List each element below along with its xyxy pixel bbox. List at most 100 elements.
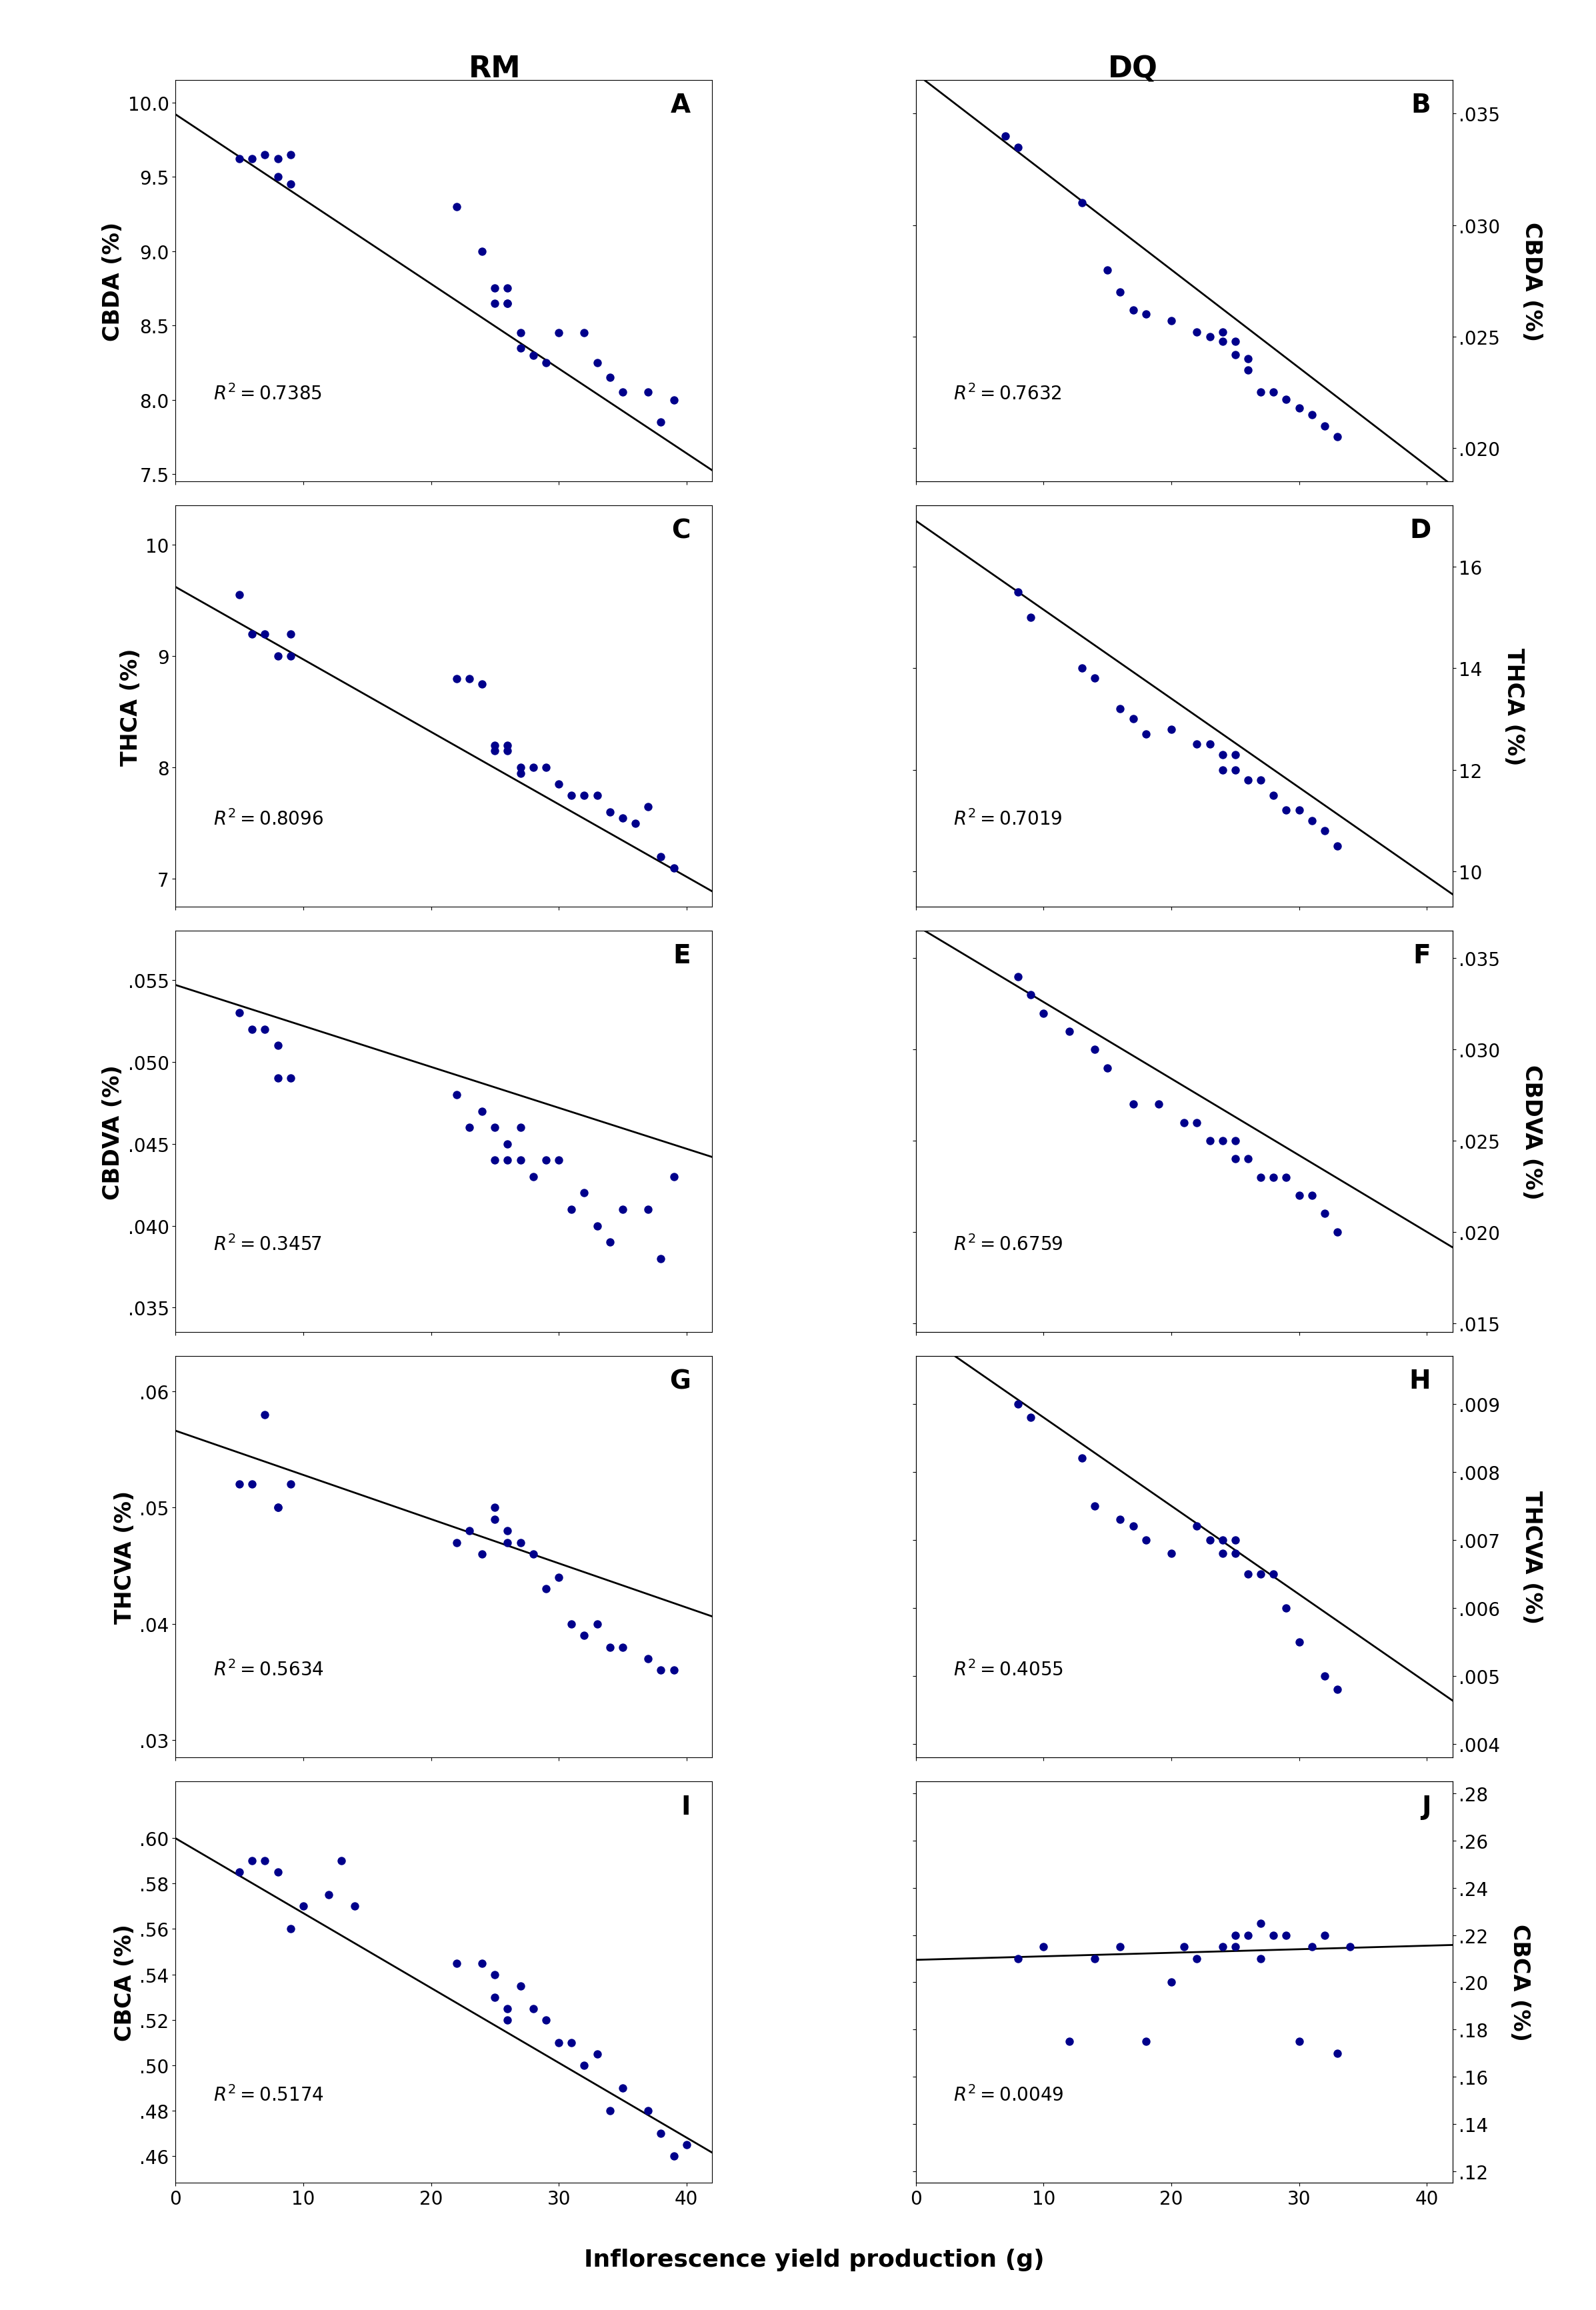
Point — [265, 159, 290, 196]
Point — [1223, 337, 1248, 374]
Point — [661, 1652, 686, 1689]
Point — [508, 1109, 533, 1146]
Point — [1069, 649, 1095, 686]
Text: $R^2 = 0.3457$: $R^2 = 0.3457$ — [214, 1234, 322, 1254]
Point — [648, 1652, 674, 1689]
Point — [444, 1076, 469, 1113]
Point — [1120, 700, 1146, 737]
Point — [482, 1109, 508, 1146]
Point — [1069, 185, 1095, 222]
Point — [597, 1629, 622, 1666]
Y-axis label: CBDA (%): CBDA (%) — [1521, 222, 1543, 342]
Point — [1210, 1536, 1235, 1573]
Point — [1108, 275, 1133, 312]
Point — [1082, 1030, 1108, 1067]
Point — [1057, 1014, 1082, 1051]
Point — [648, 1240, 674, 1277]
Point — [1184, 1508, 1210, 1545]
Point — [661, 2137, 686, 2174]
Text: $R^2 = 0.7385$: $R^2 = 0.7385$ — [214, 383, 322, 404]
Point — [1210, 314, 1235, 351]
Point — [278, 166, 303, 203]
Point — [571, 1176, 597, 1213]
Point — [252, 1843, 278, 1880]
Point — [1248, 1940, 1274, 1977]
Point — [1261, 1917, 1286, 1954]
Point — [546, 2024, 571, 2061]
Point — [1210, 1522, 1235, 1559]
Point — [469, 665, 495, 702]
Point — [635, 1192, 661, 1229]
Point — [1235, 1141, 1261, 1178]
Point — [584, 2035, 610, 2072]
Point — [482, 270, 508, 307]
Point — [1095, 252, 1120, 289]
Point — [1274, 792, 1299, 829]
Point — [329, 1843, 354, 1880]
Point — [1223, 1522, 1248, 1559]
Point — [1082, 661, 1108, 698]
Point — [1312, 1659, 1337, 1696]
Point — [533, 1141, 559, 1178]
Point — [1261, 1555, 1286, 1592]
Point — [1184, 1104, 1210, 1141]
Point — [546, 1141, 571, 1178]
Point — [495, 1989, 520, 2026]
Point — [1210, 323, 1235, 360]
Point — [1274, 1160, 1299, 1197]
Point — [482, 1141, 508, 1178]
Point — [1171, 1929, 1197, 1966]
Point — [265, 1490, 290, 1527]
Point — [1223, 737, 1248, 774]
Point — [635, 374, 661, 411]
Point — [278, 136, 303, 173]
Point — [661, 1157, 686, 1194]
Point — [1235, 1555, 1261, 1592]
Point — [444, 661, 469, 698]
Point — [1210, 1123, 1235, 1160]
Point — [1005, 1386, 1031, 1423]
Point — [520, 1536, 546, 1573]
Point — [584, 778, 610, 815]
Point — [1133, 296, 1159, 333]
Point — [495, 270, 520, 307]
Point — [1018, 598, 1044, 635]
Point — [239, 1467, 265, 1504]
Y-axis label: THCA (%): THCA (%) — [120, 647, 142, 765]
Point — [1286, 792, 1312, 829]
Point — [1108, 691, 1133, 728]
Point — [1325, 418, 1350, 455]
Point — [546, 767, 571, 804]
Point — [252, 1395, 278, 1432]
Text: RM: RM — [469, 55, 520, 83]
Point — [1223, 323, 1248, 360]
Point — [278, 617, 303, 654]
Point — [635, 788, 661, 825]
Point — [1286, 1624, 1312, 1661]
Point — [495, 732, 520, 769]
Point — [482, 1502, 508, 1538]
Point — [508, 1525, 533, 1562]
Point — [520, 748, 546, 785]
Point — [239, 141, 265, 178]
Point — [1325, 2035, 1350, 2072]
Point — [1325, 1670, 1350, 1707]
Point — [469, 1536, 495, 1573]
Point — [1248, 1555, 1274, 1592]
Y-axis label: CBDVA (%): CBDVA (%) — [1521, 1065, 1543, 1199]
Point — [1184, 314, 1210, 351]
Point — [610, 1629, 635, 1666]
Point — [278, 638, 303, 675]
Point — [559, 1605, 584, 1642]
Point — [252, 1012, 278, 1049]
Point — [495, 728, 520, 765]
Point — [290, 1887, 316, 1924]
Point — [495, 1525, 520, 1562]
Point — [1133, 2024, 1159, 2061]
Point — [252, 136, 278, 173]
Point — [456, 1109, 482, 1146]
Point — [584, 1208, 610, 1245]
Text: J: J — [1420, 1795, 1432, 1820]
Point — [1159, 711, 1184, 748]
Point — [559, 2024, 584, 2061]
